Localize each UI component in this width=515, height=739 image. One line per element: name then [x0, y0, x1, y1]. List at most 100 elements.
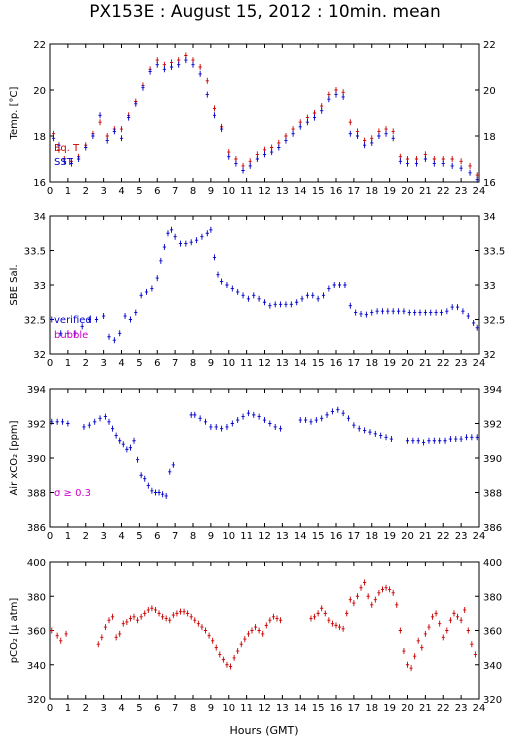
data-point	[268, 420, 272, 427]
x-tick-label: 21	[419, 186, 432, 197]
x-tick-label: 10	[222, 703, 235, 714]
data-point	[209, 226, 213, 233]
salinity-legend: verified bubble	[54, 315, 92, 341]
data-point	[257, 413, 261, 420]
x-tick-label: 9	[208, 703, 214, 714]
data-point	[445, 308, 449, 315]
x-tick-label: 19	[383, 531, 396, 542]
y-tick-label: 32	[33, 350, 46, 361]
x-tick-label: 6	[154, 531, 160, 542]
x-tick-label: 2	[83, 703, 89, 714]
data-point	[439, 309, 444, 316]
data-point	[454, 436, 458, 443]
x-tick-label: 9	[208, 186, 214, 197]
data-point	[357, 425, 361, 432]
data-point	[212, 112, 217, 119]
data-point	[80, 323, 84, 330]
data-point	[220, 126, 224, 133]
data-point	[273, 301, 277, 308]
data-point	[211, 637, 215, 644]
x-tick-label: 14	[294, 358, 307, 369]
data-point	[200, 233, 204, 240]
data-point	[398, 627, 402, 634]
data-point	[311, 292, 315, 299]
data-point	[128, 444, 133, 451]
data-point	[448, 617, 452, 624]
data-point	[82, 423, 86, 430]
x-tick-label: 13	[276, 531, 289, 542]
data-point	[346, 415, 351, 422]
data-point	[220, 278, 224, 285]
data-point	[337, 282, 342, 288]
x-tick-label: 17	[348, 531, 361, 542]
x-tick-label: 24	[473, 531, 486, 542]
data-point	[363, 142, 367, 149]
data-point	[309, 615, 313, 622]
x-tick-label: 5	[136, 358, 142, 369]
y-tick-label: 390	[27, 454, 46, 465]
data-point	[139, 613, 143, 620]
data-point	[94, 316, 99, 323]
data-point	[107, 418, 111, 425]
data-point	[225, 423, 229, 430]
data-point	[386, 308, 390, 315]
temperature-marks	[51, 52, 479, 183]
data-point	[189, 613, 193, 620]
data-point	[241, 292, 245, 299]
y-tick-label: 20	[33, 86, 46, 97]
data-point	[407, 309, 411, 316]
data-point	[455, 304, 460, 311]
data-point	[270, 149, 274, 156]
x-tick-label: 18	[365, 186, 378, 197]
data-point	[375, 308, 379, 315]
data-point	[363, 427, 367, 434]
x-tick-label: 18	[365, 358, 378, 369]
x-tick-label: 15	[312, 186, 325, 197]
data-point	[114, 432, 118, 439]
x-tick-label: 4	[118, 531, 124, 542]
data-point	[77, 156, 81, 162]
data-point	[193, 411, 197, 418]
data-point	[207, 632, 211, 639]
data-point	[250, 627, 254, 634]
data-point	[246, 410, 251, 417]
data-point	[305, 119, 309, 126]
x-tick-label: 3	[100, 531, 106, 542]
data-point	[373, 430, 377, 437]
x-tick-label: 1	[65, 703, 71, 714]
x-tick-label: 0	[47, 531, 53, 542]
data-point	[55, 418, 59, 425]
x-tick-label: 15	[312, 358, 325, 369]
x-tick-label: 16	[330, 358, 343, 369]
temperature-axes: 0 1 2 3 4 5 6 7 8 9 10 11 12 13 14 15 16 17 18 19 20 21 22 23 24…	[33, 40, 495, 197]
data-point	[291, 130, 295, 137]
data-point	[262, 299, 267, 306]
data-point	[59, 330, 63, 337]
data-point	[205, 91, 209, 98]
data-point	[470, 641, 474, 648]
data-point	[150, 605, 154, 612]
data-point	[243, 636, 247, 643]
x-tick-label: 21	[419, 703, 432, 714]
data-point	[352, 600, 356, 607]
data-point	[409, 665, 413, 672]
data-point	[209, 423, 213, 430]
data-point	[253, 624, 258, 631]
data-point	[298, 123, 302, 130]
data-point	[66, 420, 70, 427]
x-tick-label: 22	[437, 531, 450, 542]
data-point	[327, 617, 331, 624]
x-tick-label: 17	[348, 703, 361, 714]
data-point	[162, 66, 166, 73]
panel-salinity: 0 1 2 3 4 5 6 7 8 9 10 11 12 13 14 15 16 17 18 19 20 21 22 23 24…	[9, 212, 505, 369]
data-point	[196, 620, 200, 627]
x-tick-label: 8	[190, 186, 196, 197]
data-point	[334, 91, 338, 98]
data-point	[230, 420, 234, 427]
data-point	[234, 160, 238, 167]
data-point	[395, 601, 399, 608]
data-point	[123, 313, 127, 320]
data-point	[164, 615, 168, 622]
x-tick-label: 9	[208, 531, 214, 542]
data-point	[352, 422, 356, 429]
